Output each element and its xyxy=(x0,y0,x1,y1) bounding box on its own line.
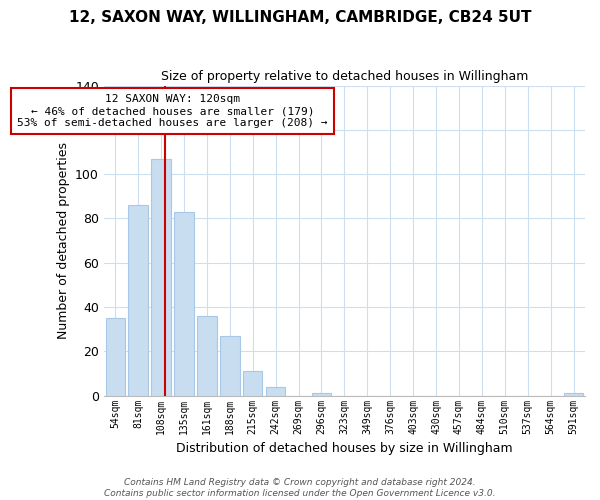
Bar xyxy=(106,318,125,396)
Y-axis label: Number of detached properties: Number of detached properties xyxy=(56,142,70,339)
Bar xyxy=(151,158,171,396)
Bar xyxy=(312,394,331,396)
Bar xyxy=(243,372,262,396)
Text: Contains HM Land Registry data © Crown copyright and database right 2024.
Contai: Contains HM Land Registry data © Crown c… xyxy=(104,478,496,498)
Title: Size of property relative to detached houses in Willingham: Size of property relative to detached ho… xyxy=(161,70,528,83)
Bar xyxy=(220,336,239,396)
Bar xyxy=(128,205,148,396)
Bar xyxy=(564,394,583,396)
Bar xyxy=(197,316,217,396)
X-axis label: Distribution of detached houses by size in Willingham: Distribution of detached houses by size … xyxy=(176,442,513,455)
Text: 12 SAXON WAY: 120sqm
← 46% of detached houses are smaller (179)
53% of semi-deta: 12 SAXON WAY: 120sqm ← 46% of detached h… xyxy=(17,94,328,128)
Bar xyxy=(174,212,194,396)
Text: 12, SAXON WAY, WILLINGHAM, CAMBRIDGE, CB24 5UT: 12, SAXON WAY, WILLINGHAM, CAMBRIDGE, CB… xyxy=(69,10,531,25)
Bar xyxy=(266,387,286,396)
